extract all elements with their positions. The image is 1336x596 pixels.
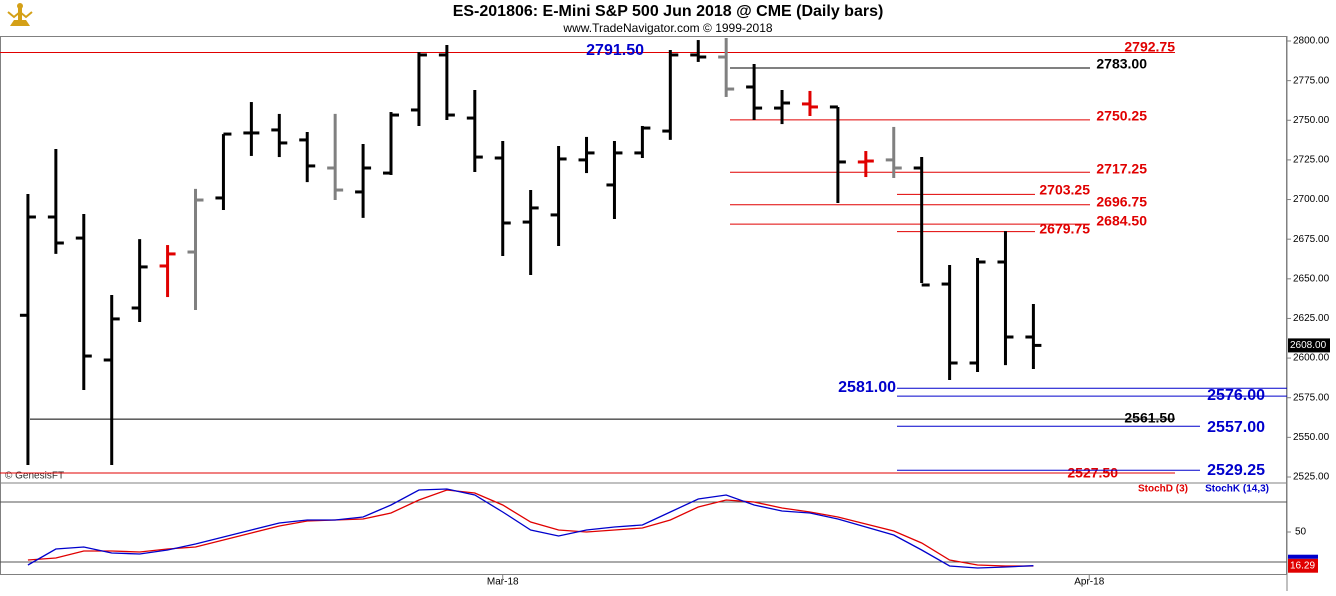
- level-label: 2679.75: [1039, 221, 1090, 237]
- y-tick-label: 2725.00: [1293, 155, 1330, 166]
- level-label: 2696.75: [1096, 194, 1147, 210]
- stoch-line: [27, 488, 1034, 569]
- logo: [7, 3, 33, 26]
- y-tick-label: 2800.00: [1293, 36, 1330, 47]
- subtitle: www.TradeNavigator.com © 1999-2018: [562, 21, 772, 35]
- level-label: 2703.25: [1039, 182, 1090, 198]
- legend-label: StochK (14,3): [1205, 484, 1269, 495]
- x-tick-label: Mar-18: [487, 577, 519, 588]
- y-tick-label: 2625.00: [1293, 313, 1330, 324]
- y-tick-label: 2575.00: [1293, 392, 1330, 403]
- level-label: 2581.00: [838, 379, 896, 396]
- y-tick-label: 2525.00: [1293, 472, 1330, 483]
- level-label: 2684.50: [1096, 213, 1147, 229]
- last-price-label: 2608.00: [1290, 340, 1327, 351]
- last-value-box-top: [1288, 554, 1318, 559]
- y-tick-label: 2750.00: [1293, 115, 1330, 126]
- stoch-line: [27, 489, 1034, 567]
- legend-label: StochD (3): [1138, 484, 1188, 495]
- y-tick-label: 2675.00: [1293, 234, 1330, 245]
- x-tick-label: Apr-18: [1074, 577, 1104, 588]
- level-label: 2527.50: [1067, 465, 1118, 481]
- level-label: 2576.00: [1207, 387, 1265, 404]
- level-label: 2791.50: [586, 42, 644, 59]
- level-label: 2783.00: [1096, 56, 1147, 72]
- title: ES-201806: E-Mini S&P 500 Jun 2018 @ CME…: [453, 3, 884, 20]
- last-value-box: [1288, 558, 1318, 573]
- last-price-box: [1288, 338, 1330, 353]
- level-label: 2561.50: [1124, 410, 1175, 426]
- y-tick-label: 2700.00: [1293, 194, 1330, 205]
- watermark: © GenesisFT: [5, 471, 64, 482]
- level-label: 2750.25: [1096, 108, 1147, 124]
- y-tick-label: 2550.00: [1293, 432, 1330, 443]
- level-label: 2529.25: [1207, 462, 1265, 479]
- level-label: 2717.25: [1096, 161, 1147, 177]
- level-label: 2792.75: [1124, 39, 1175, 55]
- y-tick-label: 2600.00: [1293, 353, 1330, 364]
- level-label: 2557.00: [1207, 419, 1265, 436]
- y-tick-label: 2650.00: [1293, 273, 1330, 284]
- y-tick-label: 2775.00: [1293, 75, 1330, 86]
- y-tick-label: 50: [1295, 527, 1307, 538]
- last-value-label: 16.29: [1290, 560, 1315, 571]
